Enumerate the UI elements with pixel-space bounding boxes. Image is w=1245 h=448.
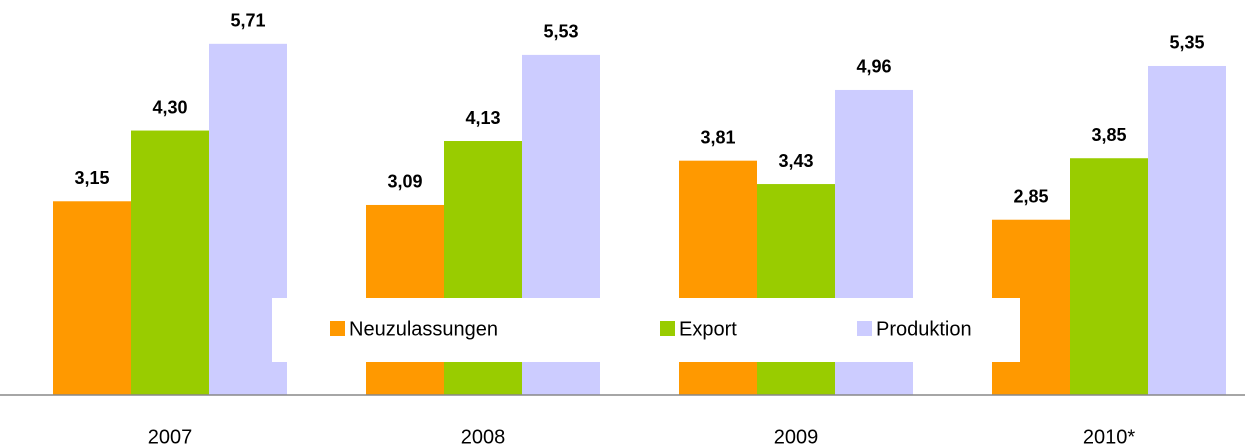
legend-box xyxy=(272,298,1020,362)
value-label: 3,15 xyxy=(74,168,109,188)
x-tick-label: 2008 xyxy=(461,426,506,448)
legend-label: Export xyxy=(679,318,737,340)
value-label: 3,43 xyxy=(778,151,813,171)
bar xyxy=(757,184,835,395)
bar xyxy=(53,201,131,395)
value-label: 5,71 xyxy=(230,11,265,31)
x-tick-label: 2007 xyxy=(148,426,193,448)
value-label: 4,13 xyxy=(465,108,500,128)
bar xyxy=(131,130,209,396)
legend-label: Produktion xyxy=(876,318,972,340)
legend-swatch xyxy=(330,321,345,336)
value-label: 4,30 xyxy=(152,97,187,117)
x-tick-label: 2010* xyxy=(1083,426,1135,448)
legend-swatch xyxy=(660,321,675,336)
bar xyxy=(1070,158,1148,395)
value-label: 3,81 xyxy=(700,127,735,147)
legend-swatch xyxy=(857,321,872,336)
value-label: 5,53 xyxy=(543,22,578,42)
value-label: 3,85 xyxy=(1091,125,1126,145)
x-tick-label: 2009 xyxy=(774,426,819,448)
value-label: 4,96 xyxy=(856,57,891,77)
value-label: 3,09 xyxy=(387,172,422,192)
bar xyxy=(1148,65,1226,395)
value-label: 5,35 xyxy=(1169,33,1204,53)
value-label: 2,85 xyxy=(1013,186,1048,206)
legend-label: Neuzulassungen xyxy=(349,318,498,340)
